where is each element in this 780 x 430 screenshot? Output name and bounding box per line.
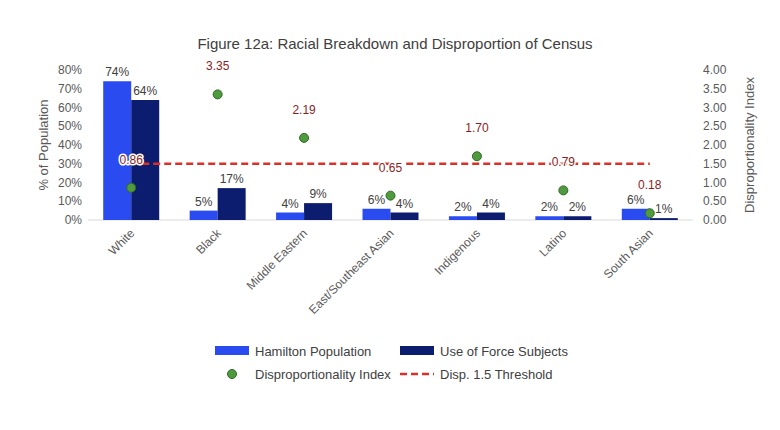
bar-label: 4% bbox=[482, 197, 500, 211]
legend-swatch bbox=[228, 370, 237, 379]
bar-label: 2% bbox=[541, 200, 559, 214]
index-label: 0.65 bbox=[379, 161, 403, 175]
bar-label: 9% bbox=[309, 187, 327, 201]
bar-label: 74% bbox=[105, 65, 129, 79]
legend-swatch bbox=[400, 346, 434, 355]
bar-label: 5% bbox=[195, 195, 213, 209]
index-point bbox=[213, 90, 222, 99]
y2-tick-label: 2.50 bbox=[703, 119, 727, 133]
y-tick-label: 20% bbox=[58, 176, 82, 190]
y-tick-label: 70% bbox=[58, 82, 82, 96]
bar bbox=[477, 213, 505, 221]
bar-label: 64% bbox=[133, 84, 157, 98]
marks bbox=[103, 81, 678, 220]
bar bbox=[449, 216, 477, 220]
y-tick-label: 50% bbox=[58, 119, 82, 133]
legend-label: Hamilton Population bbox=[255, 344, 371, 359]
bar-label: 4% bbox=[396, 197, 414, 211]
y-axis-title: % of Population bbox=[36, 99, 51, 190]
y2-tick-label: 0.50 bbox=[703, 194, 727, 208]
y2-tick-label: 4.00 bbox=[703, 63, 727, 77]
bar-label: 6% bbox=[627, 193, 645, 207]
index-point bbox=[300, 133, 309, 142]
y2-tick-label: 3.50 bbox=[703, 82, 727, 96]
bar-label: 4% bbox=[281, 197, 299, 211]
index-label: 0.79 bbox=[552, 155, 576, 169]
y-tick-label: 30% bbox=[58, 157, 82, 171]
x-tick-label: Latino bbox=[536, 226, 569, 259]
bar bbox=[650, 218, 678, 220]
legend-swatch bbox=[400, 373, 434, 376]
y-tick-label: 10% bbox=[58, 194, 82, 208]
bar-label: 6% bbox=[368, 193, 386, 207]
index-label: 1.70 bbox=[465, 121, 489, 135]
bar-label: 1% bbox=[655, 202, 673, 216]
x-tick-label: White bbox=[106, 226, 138, 258]
y-tick-label: 40% bbox=[58, 138, 82, 152]
y2-tick-label: 1.50 bbox=[703, 157, 727, 171]
legend: Hamilton Population Use of Force Subjects… bbox=[215, 344, 568, 382]
bar bbox=[218, 188, 246, 220]
bar bbox=[103, 81, 131, 220]
index-label: 2.19 bbox=[292, 103, 316, 117]
legend-label: Use of Force Subjects bbox=[440, 344, 568, 359]
index-label: 3.35 bbox=[206, 59, 230, 73]
bar-label: 2% bbox=[454, 200, 472, 214]
legend-label: Disproportionality Index bbox=[255, 367, 391, 382]
y2-axis-title: Disproportionality Index bbox=[742, 77, 757, 213]
bar-label: 17% bbox=[220, 172, 244, 186]
index-point bbox=[472, 152, 481, 161]
index-point bbox=[386, 191, 395, 200]
x-tick-label: Middle Eastern bbox=[244, 226, 311, 293]
bar bbox=[363, 209, 391, 220]
data-labels: 74% 5% 4% 6% 2% 2% 6% 64% 17% 9% 4% 4% 2% 1% 0.86 3.35 2… bbox=[105, 59, 673, 216]
bar-label: 2% bbox=[569, 200, 587, 214]
bar bbox=[391, 213, 419, 221]
x-tick-label: Indigenous bbox=[432, 226, 483, 277]
index-label: 0.18 bbox=[638, 178, 662, 192]
y-tick-label: 0% bbox=[65, 213, 83, 227]
x-tick-label: Black bbox=[193, 226, 224, 257]
legend-swatch bbox=[215, 346, 249, 355]
x-tick-label: East/Southeast Asian bbox=[306, 226, 397, 317]
index-point bbox=[645, 209, 654, 218]
x-tick-label: South Asian bbox=[601, 226, 656, 281]
y2-tick-label: 3.00 bbox=[703, 101, 727, 115]
chart-title: Figure 12a: Racial Breakdown and Disprop… bbox=[197, 35, 592, 52]
index-point bbox=[127, 183, 136, 192]
legend-label: Disp. 1.5 Threshold bbox=[440, 367, 553, 382]
bar bbox=[535, 216, 563, 220]
y-tick-label: 80% bbox=[58, 63, 82, 77]
bar bbox=[276, 213, 304, 221]
bar bbox=[563, 216, 591, 220]
y2-tick-label: 2.00 bbox=[703, 138, 727, 152]
y-tick-label: 60% bbox=[58, 101, 82, 115]
bar bbox=[304, 203, 332, 220]
bar bbox=[190, 211, 218, 220]
y2-tick-label: 0.00 bbox=[703, 213, 727, 227]
chart: Figure 12a: Racial Breakdown and Disprop… bbox=[0, 0, 780, 430]
index-point bbox=[559, 186, 568, 195]
index-label: 0.86 bbox=[120, 153, 144, 167]
y2-tick-label: 1.00 bbox=[703, 176, 727, 190]
